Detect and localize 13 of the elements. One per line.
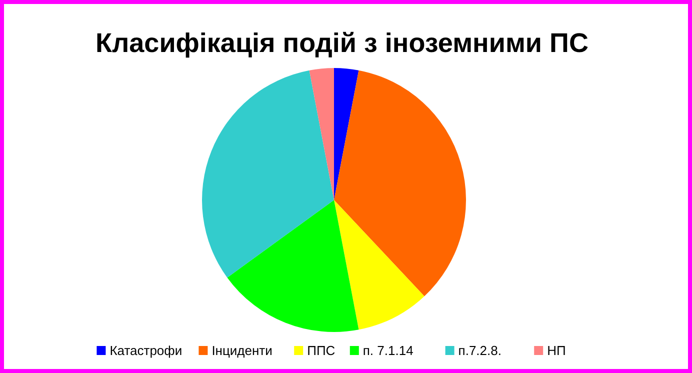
legend-label: п. 7.1.14	[362, 343, 414, 358]
pie-slice	[334, 200, 424, 330]
chart-title: Класифікація подій з іноземними ПС	[96, 28, 588, 58]
legend-label: Катастрофи	[110, 343, 182, 358]
pie-slice	[334, 70, 466, 296]
legend-label: п.7.2.8.	[458, 343, 502, 358]
pie-slice	[227, 200, 359, 332]
pie-slice	[202, 70, 334, 278]
legend-label: ППС	[307, 343, 336, 358]
pie-slice	[334, 68, 359, 200]
pie-slice	[309, 68, 334, 200]
legend-label: НП	[547, 343, 566, 358]
legend-label: Інциденти	[212, 343, 272, 358]
